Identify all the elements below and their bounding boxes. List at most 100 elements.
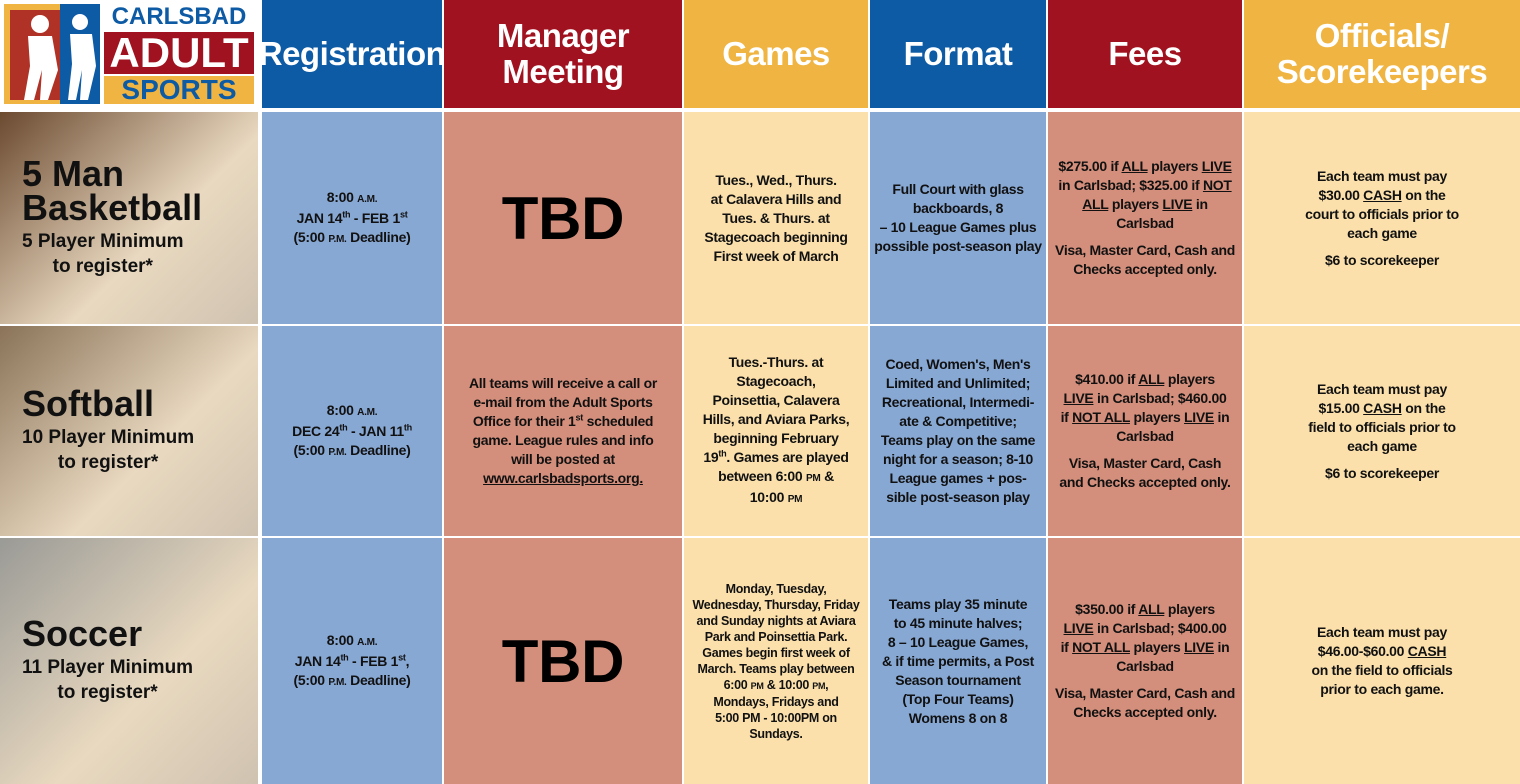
superscript: st	[575, 412, 584, 423]
text-run: between 6:00	[718, 468, 806, 484]
small-caps: PM	[812, 680, 826, 691]
table-cell: Tues., Wed., Thurs. at Calavera Hills and…	[684, 112, 868, 324]
paragraph: Tues.-Thurs. at Stagecoach, Poinsettia, Ca…	[703, 353, 850, 509]
text-line: prior to each game.	[1320, 681, 1444, 697]
small-caps: PM	[787, 494, 803, 505]
tbd: TBD	[501, 184, 625, 252]
text-line: field to officials prior to	[1308, 418, 1456, 435]
text-line: Tues. & Thurs. at	[722, 209, 830, 226]
underlined-text: ALL	[1138, 601, 1165, 617]
text-run: Deadline)	[346, 441, 411, 458]
paragraph: $6 to scorekeeper	[1325, 464, 1439, 483]
text-run: Deadline)	[346, 228, 411, 245]
underlined-text: LIVE	[1162, 196, 1193, 212]
sport-name: Basketball	[22, 187, 203, 228]
text-line: Tues., Wed., Thurs.	[715, 171, 837, 188]
text-run: on the	[1401, 186, 1446, 203]
text-run: in Carlsbad; $400.00	[1093, 620, 1227, 636]
text-run: in Carlsbad; $325.00 if	[1058, 177, 1203, 193]
table-cell: Each team must pay $15.00 CASH on the fiel…	[1244, 326, 1520, 536]
text-line: Carlsbad	[1116, 428, 1174, 444]
text-line: (5:00 P.M. Deadline)	[294, 228, 411, 249]
table-cell: Monday, Tuesday, Wednesday, Thursday, Fri…	[684, 538, 868, 784]
underlined-text: LIVE	[1063, 620, 1094, 636]
text-line: 8:00 A.M.	[292, 401, 412, 422]
text-line: $15.00 CASH on the	[1308, 399, 1455, 418]
text-line: League games + pos-	[889, 470, 1027, 486]
text-run: ,	[825, 677, 829, 692]
small-caps: P.M.	[328, 676, 347, 688]
text-line: backboards, 8	[912, 200, 1004, 216]
underlined-text: LIVE	[1063, 390, 1094, 406]
paragraph: $6 to scorekeeper	[1325, 251, 1439, 270]
text-line: $275.00 if ALL players LIVE	[1052, 157, 1238, 176]
header-line: Fees	[1108, 35, 1182, 72]
text-line: First week of March	[713, 247, 839, 264]
paragraph: 8:00 A.M. JAN 14th - FEB 1st (5:00 P.M. De…	[294, 188, 411, 249]
text-line: at Calavera Hills and	[710, 190, 842, 207]
text-run: players	[1108, 196, 1163, 212]
text-line: Stagecoach beginning	[704, 228, 848, 245]
text-line: each game	[1347, 437, 1417, 454]
text-line: each game	[1347, 224, 1417, 241]
text-line: March. Teams play between	[697, 661, 855, 676]
text-line: DEC 24th - JAN 11th	[292, 422, 412, 441]
paragraph: Full Court with glass backboards, 8 – 10 L…	[874, 180, 1042, 256]
text-line: 8:00 A.M.	[294, 631, 411, 652]
text-run: Office for their 1	[472, 413, 576, 429]
text-line: Visa, Master Card, Cash and	[1055, 685, 1235, 701]
text-line: to 45 minute halves;	[893, 614, 1023, 631]
paragraph: $275.00 if ALL players LIVE in Carlsbad; …	[1052, 157, 1238, 233]
text-line: sible post-season play	[886, 489, 1030, 505]
text-line: will be posted at	[511, 451, 615, 467]
text-line: $6 to scorekeeper	[1325, 251, 1439, 268]
logo: CARLSBAD ADULT SPORTS	[0, 0, 258, 108]
text-line: if NOT ALL players LIVE in	[1061, 638, 1230, 657]
text-line: Visa, Master Card, Cash	[1068, 455, 1222, 471]
superscript: th	[403, 421, 412, 432]
paragraph: 8:00 A.M. DEC 24th - JAN 11th (5:00 P.M. D…	[292, 401, 412, 462]
text-run: JAN 14	[294, 652, 341, 669]
text-run: players	[1129, 409, 1185, 425]
text-run: $275.00 if	[1058, 158, 1122, 174]
text-line: LIVE in Carlsbad; $460.00	[1061, 389, 1230, 408]
text-line: ALL players LIVE in Carlsbad	[1052, 195, 1238, 233]
underlined-text: ALL	[1082, 196, 1109, 212]
text-run: 19	[703, 449, 719, 465]
text-run: DEC 24	[292, 422, 340, 439]
text-line: ate & Competitive;	[899, 413, 1017, 429]
column-header: Fees	[1048, 0, 1242, 108]
paragraph: 8:00 A.M. JAN 14th - FEB 1st, (5:00 P.M. D…	[294, 631, 411, 692]
paragraph: Visa, Master Card, Cash and Checks accept…	[1055, 241, 1235, 279]
table-cell: TBD	[444, 538, 682, 784]
table-cell: Tues.-Thurs. at Stagecoach, Poinsettia, Ca…	[684, 326, 868, 536]
column-header: Registration	[262, 0, 442, 108]
logo-figure	[68, 34, 96, 100]
text-line: night for a season; 8-10	[883, 451, 1033, 467]
text-run: - FEB 1	[348, 652, 399, 669]
underlined-text: CASH	[1407, 643, 1447, 659]
logo-band	[104, 76, 254, 104]
text-line: Teams play 35 minute	[888, 595, 1028, 612]
small-caps: PM	[805, 473, 821, 484]
small-caps: PM	[750, 680, 764, 691]
superscript: th	[718, 448, 727, 459]
table-cell: $275.00 if ALL players LIVE in Carlsbad; …	[1048, 112, 1242, 324]
tbd: TBD	[501, 627, 625, 695]
text-run: $46.00-$60.00	[1317, 643, 1408, 659]
text-run: in	[1213, 639, 1230, 655]
column-header: Officials/Scorekeepers	[1244, 0, 1520, 108]
text-line: $46.00-$60.00 CASH	[1311, 642, 1452, 661]
paragraph: Each team must pay $46.00-$60.00 CASH on t…	[1311, 623, 1452, 699]
superscript: th	[340, 651, 349, 662]
text-line: Stagecoach,	[736, 373, 816, 389]
text-run: 6:00	[723, 677, 751, 692]
text-run: in	[1213, 409, 1230, 425]
text-line: Checks accepted only.	[1073, 704, 1217, 720]
text-line: Tues.-Thurs. at	[728, 354, 824, 370]
sport-note: 5 Player Minimum to register*	[22, 229, 184, 279]
small-caps: P.M.	[328, 233, 347, 245]
text-run: $30.00	[1318, 186, 1364, 203]
header-line: Meeting	[502, 53, 624, 90]
text-line: e-mail from the Adult Sports	[473, 394, 653, 410]
